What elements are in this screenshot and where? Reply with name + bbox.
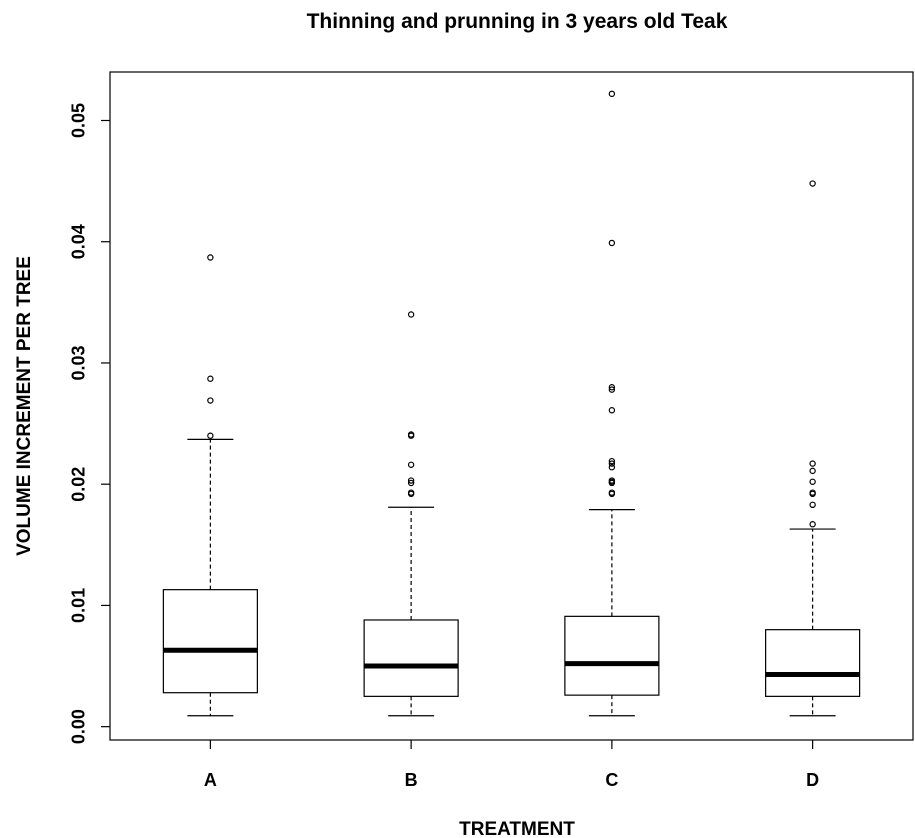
box-c bbox=[564, 90, 660, 717]
y-axis-label: VOLUME INCREMENT PER TREE bbox=[14, 256, 35, 556]
outlier-point bbox=[608, 90, 616, 98]
outlier-point bbox=[207, 397, 214, 404]
outlier-point bbox=[608, 384, 616, 391]
box-b bbox=[363, 311, 459, 717]
outlier-point bbox=[608, 464, 616, 471]
outlier-point bbox=[407, 461, 415, 468]
outlier-point bbox=[809, 501, 816, 509]
y-tick-label: 0.05 bbox=[68, 103, 88, 138]
y-tick-label: 0.03 bbox=[68, 345, 88, 380]
outlier-point bbox=[608, 407, 616, 414]
plot-area-frame bbox=[109, 71, 914, 741]
box-series bbox=[162, 90, 861, 717]
outlier-point bbox=[809, 180, 816, 187]
outlier-point bbox=[809, 521, 816, 528]
outlier-point bbox=[407, 477, 415, 484]
outlier-point bbox=[407, 479, 415, 487]
x-tick-label: C bbox=[605, 770, 618, 790]
iqr-box bbox=[564, 615, 660, 696]
x-tick-label: D bbox=[806, 770, 819, 790]
outlier-point bbox=[407, 311, 415, 318]
outlier-point bbox=[207, 375, 214, 382]
outlier-point bbox=[608, 460, 616, 467]
outlier-point bbox=[809, 478, 816, 485]
outlier-point bbox=[207, 432, 214, 439]
outlier-point bbox=[809, 460, 816, 467]
iqr-box bbox=[162, 589, 258, 694]
outlier-point bbox=[608, 477, 616, 484]
outlier-point bbox=[407, 431, 415, 438]
box-a bbox=[162, 254, 258, 717]
iqr-box bbox=[765, 629, 861, 697]
y-tick-label: 0.04 bbox=[68, 224, 88, 259]
outlier-point bbox=[608, 386, 616, 393]
chart-title: Thinning and prunning in 3 years old Tea… bbox=[307, 10, 728, 33]
x-axis-label: TREATMENT bbox=[459, 819, 575, 838]
y-axis: 0.00 0.01 0.02 0.03 0.04 0.05 bbox=[68, 103, 110, 744]
iqr-box bbox=[363, 619, 459, 697]
outlier-point bbox=[207, 254, 214, 261]
x-tick-label: B bbox=[405, 770, 418, 790]
outlier-point bbox=[809, 467, 816, 475]
outlier-point bbox=[809, 489, 816, 496]
box-d bbox=[765, 180, 861, 717]
outlier-point bbox=[608, 457, 616, 465]
y-tick-label: 0.02 bbox=[68, 467, 88, 502]
y-tick-label: 0.01 bbox=[68, 588, 88, 623]
y-tick-label: 0.00 bbox=[68, 709, 88, 744]
outlier-point bbox=[608, 239, 616, 247]
x-tick-label: A bbox=[204, 770, 217, 790]
x-axis: A B C D bbox=[204, 740, 819, 790]
outlier-point bbox=[407, 489, 415, 496]
outlier-point bbox=[608, 489, 616, 496]
